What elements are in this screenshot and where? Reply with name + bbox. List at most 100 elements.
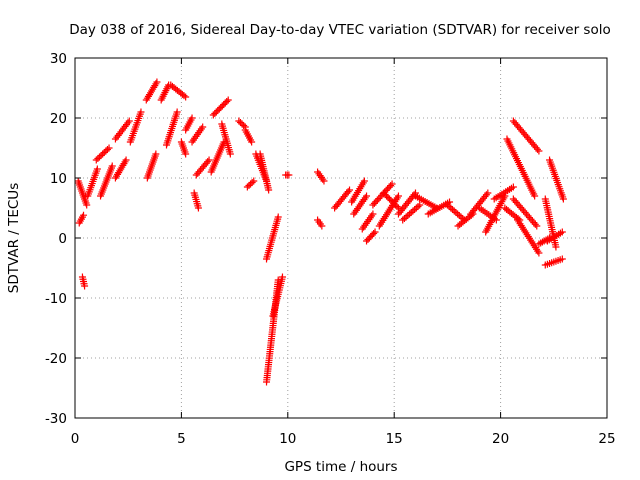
data-point — [182, 150, 190, 158]
data-point — [559, 195, 567, 203]
series-arc-10 — [142, 78, 161, 104]
data-point — [372, 198, 380, 206]
series-arc-32 — [314, 168, 328, 185]
series-arc-55 — [509, 195, 541, 230]
series-arc-03 — [78, 273, 89, 290]
data-point — [212, 108, 220, 116]
data-point — [407, 209, 415, 216]
data-point — [393, 203, 401, 210]
series-arc-29 — [263, 213, 282, 263]
data-point — [204, 158, 212, 166]
data-point — [236, 119, 244, 126]
data-point — [370, 199, 378, 207]
series-arc-61 — [541, 255, 566, 269]
data-point — [95, 153, 103, 161]
data-point — [369, 201, 377, 209]
data-point — [531, 192, 539, 200]
axis-ticks — [74, 57, 608, 419]
series-arc-24 — [241, 126, 256, 146]
data-point — [243, 183, 251, 191]
data-point — [384, 185, 392, 193]
data-point — [265, 186, 273, 194]
series-arc-60 — [546, 156, 567, 203]
data-point — [80, 211, 88, 219]
data-point — [531, 220, 539, 228]
data-point — [414, 203, 422, 210]
data-point — [180, 92, 188, 100]
data-point — [209, 111, 217, 119]
data-point — [371, 228, 379, 236]
data-point — [384, 194, 392, 201]
data-point — [238, 120, 246, 128]
data-point — [194, 204, 202, 212]
data-point — [108, 162, 116, 170]
y-tick-label: -20 — [45, 351, 67, 367]
x-tick-label: 20 — [492, 431, 509, 447]
series-arc-07 — [111, 117, 133, 143]
data-point — [182, 93, 190, 101]
series-arc-21 — [209, 96, 232, 119]
series-arc-56 — [514, 216, 543, 257]
data-point — [390, 200, 398, 207]
data-point — [452, 209, 460, 216]
chart-title: Day 038 of 2016, Sidereal Day-to-day VTE… — [69, 22, 610, 38]
series-arc-15 — [177, 138, 190, 158]
data-point — [484, 189, 492, 197]
data-point — [385, 183, 393, 191]
series-arc-19 — [190, 189, 202, 212]
data-point — [445, 203, 453, 210]
data-point — [457, 213, 465, 221]
y-tick-label: 10 — [50, 171, 67, 187]
series-arc-05 — [92, 144, 113, 164]
data-point — [387, 182, 395, 190]
data-point — [533, 145, 541, 153]
data-point — [558, 255, 566, 263]
data-point — [369, 210, 377, 218]
series-arc-58 — [541, 195, 560, 251]
x-tick-label: 5 — [177, 431, 186, 447]
data-point — [450, 207, 458, 215]
series-arc-53 — [503, 135, 539, 200]
data-point — [509, 183, 517, 191]
series-arc-20 — [207, 138, 228, 176]
series-arc-22 — [218, 120, 234, 158]
data-point — [122, 156, 130, 164]
data-point — [449, 206, 457, 213]
data-point — [224, 96, 232, 104]
x-axis-label: GPS time / hours — [284, 459, 397, 475]
series-arc-42 — [394, 189, 419, 218]
data-point — [248, 138, 256, 146]
data-point — [394, 192, 402, 200]
data-point — [380, 189, 388, 197]
data-point — [376, 193, 384, 201]
series-arc-02 — [75, 211, 88, 227]
y-tick-label: 0 — [58, 231, 67, 247]
data-point — [188, 114, 196, 122]
data-point — [346, 186, 354, 194]
series-arc-06 — [97, 162, 116, 200]
data-point — [533, 222, 541, 230]
data-point — [215, 105, 223, 113]
series-arc-35 — [348, 177, 368, 206]
x-tick-label: 10 — [279, 431, 296, 447]
series-arc-01 — [74, 177, 91, 209]
data-point — [83, 201, 91, 209]
data-point — [387, 197, 395, 204]
data-point — [552, 243, 560, 251]
data-point — [99, 150, 107, 158]
y-axis-label: SDTVAR / TECUs — [6, 183, 22, 293]
series-arc-59 — [543, 228, 566, 245]
series-arc-54 — [509, 117, 543, 155]
data-point — [220, 101, 228, 108]
data-point — [454, 210, 462, 218]
data-point — [406, 210, 414, 218]
series-arc-25 — [243, 177, 258, 191]
series-arc-04 — [84, 165, 101, 200]
series-arc-16 — [182, 114, 196, 134]
series-arc-36 — [350, 192, 371, 218]
series-arc-43 — [399, 201, 424, 224]
data-point — [370, 230, 378, 237]
series-arc-41 — [380, 189, 402, 212]
data-point — [404, 212, 412, 219]
